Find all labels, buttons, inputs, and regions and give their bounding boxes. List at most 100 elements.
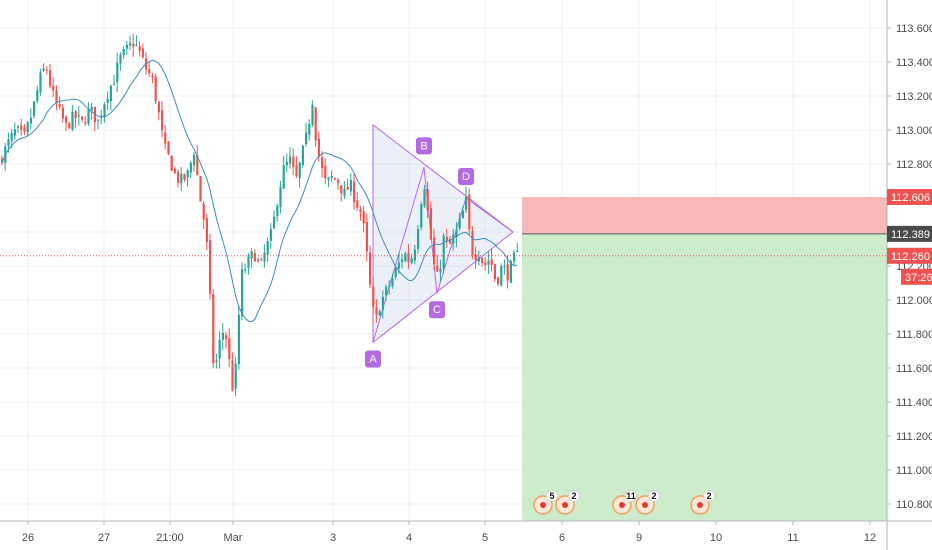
candle [170, 155, 173, 171]
candle [321, 151, 324, 178]
candle-body [378, 311, 381, 316]
candle [109, 84, 112, 111]
candle [55, 85, 58, 111]
candle-body [212, 294, 215, 364]
candle [167, 141, 170, 156]
candle [199, 175, 202, 202]
candle [71, 105, 74, 132]
triangle-pattern[interactable] [372, 123, 514, 344]
candle [42, 63, 45, 73]
candle [330, 170, 333, 182]
triangle-outline[interactable] [372, 123, 514, 344]
candle-body [205, 218, 208, 242]
candle-body [429, 208, 432, 239]
candle [423, 185, 426, 208]
candle [74, 109, 77, 128]
candle-body [436, 265, 439, 272]
candle-body [61, 107, 64, 119]
stop-zone[interactable] [522, 196, 887, 234]
event-count-badge [703, 490, 715, 502]
price-tag-label: 112.260 [891, 251, 930, 263]
target-zone[interactable] [522, 233, 887, 521]
candle [372, 277, 375, 314]
candle [503, 259, 506, 275]
candle [103, 102, 106, 123]
candle [375, 299, 378, 323]
candle [81, 116, 84, 123]
x-tick-label: 10 [710, 532, 722, 544]
price-tag[interactable]: 112.606 [887, 188, 932, 205]
candle-body [183, 174, 186, 180]
candle [474, 246, 477, 269]
candle-body [289, 156, 292, 164]
candle-body [202, 203, 205, 220]
price-tag[interactable]: 112.260 [887, 247, 932, 264]
candle [289, 147, 292, 169]
candle [247, 253, 250, 275]
candle [189, 160, 192, 179]
candle [253, 249, 256, 262]
candle-body [301, 145, 304, 165]
candle-body [327, 177, 330, 180]
candle [273, 210, 276, 230]
candle-body [177, 171, 180, 183]
candle [324, 158, 327, 185]
candle-body [308, 123, 311, 135]
candle [490, 248, 493, 272]
candle-body [81, 116, 84, 120]
candle-body [193, 154, 196, 166]
candle-body [471, 230, 474, 255]
price-tag[interactable]: 37:26 [901, 268, 932, 285]
y-tick-label: 112.000 [896, 295, 932, 307]
candle [420, 201, 423, 231]
candle [148, 61, 151, 78]
candle-body [42, 68, 45, 71]
candle-body [506, 264, 509, 281]
candle-body [209, 240, 212, 294]
candle-body [26, 122, 29, 133]
candle-body [109, 85, 112, 102]
candle [500, 263, 503, 287]
candle-body [151, 75, 154, 78]
candle [433, 228, 436, 271]
candle [385, 284, 388, 301]
candle [285, 153, 288, 173]
candle-body [225, 334, 228, 340]
candle [481, 257, 484, 267]
candle-body [71, 111, 74, 130]
price-tag[interactable]: 112.389 [887, 225, 932, 242]
candle-body [231, 360, 234, 391]
y-tick-label: 113.400 [896, 57, 932, 69]
candle [205, 213, 208, 251]
candle [477, 250, 480, 266]
x-tick-label: 12 [864, 532, 876, 544]
candle [113, 74, 116, 86]
candle-body [148, 69, 151, 74]
candle [429, 201, 432, 241]
candle [177, 169, 180, 188]
candle [388, 280, 391, 295]
candle [237, 305, 240, 370]
event-count-badge [625, 490, 637, 502]
candle [356, 191, 359, 211]
candle [13, 122, 16, 141]
candle [487, 251, 490, 275]
candle [497, 276, 500, 287]
candle [61, 104, 64, 123]
pattern-point-label: B [420, 140, 427, 152]
position-tool[interactable] [522, 196, 887, 521]
candle-body [266, 241, 269, 255]
x-tick-label: 6 [559, 532, 565, 544]
candle [436, 255, 439, 272]
y-tick-label: 111.200 [896, 431, 932, 443]
candle-body [433, 237, 436, 265]
event-dot [697, 502, 703, 508]
y-tick-label: 113.600 [896, 23, 932, 35]
pattern-zigzag[interactable] [372, 167, 514, 343]
candle [465, 186, 468, 213]
candle-body [161, 110, 164, 131]
candle [276, 203, 279, 223]
candle [228, 328, 231, 368]
